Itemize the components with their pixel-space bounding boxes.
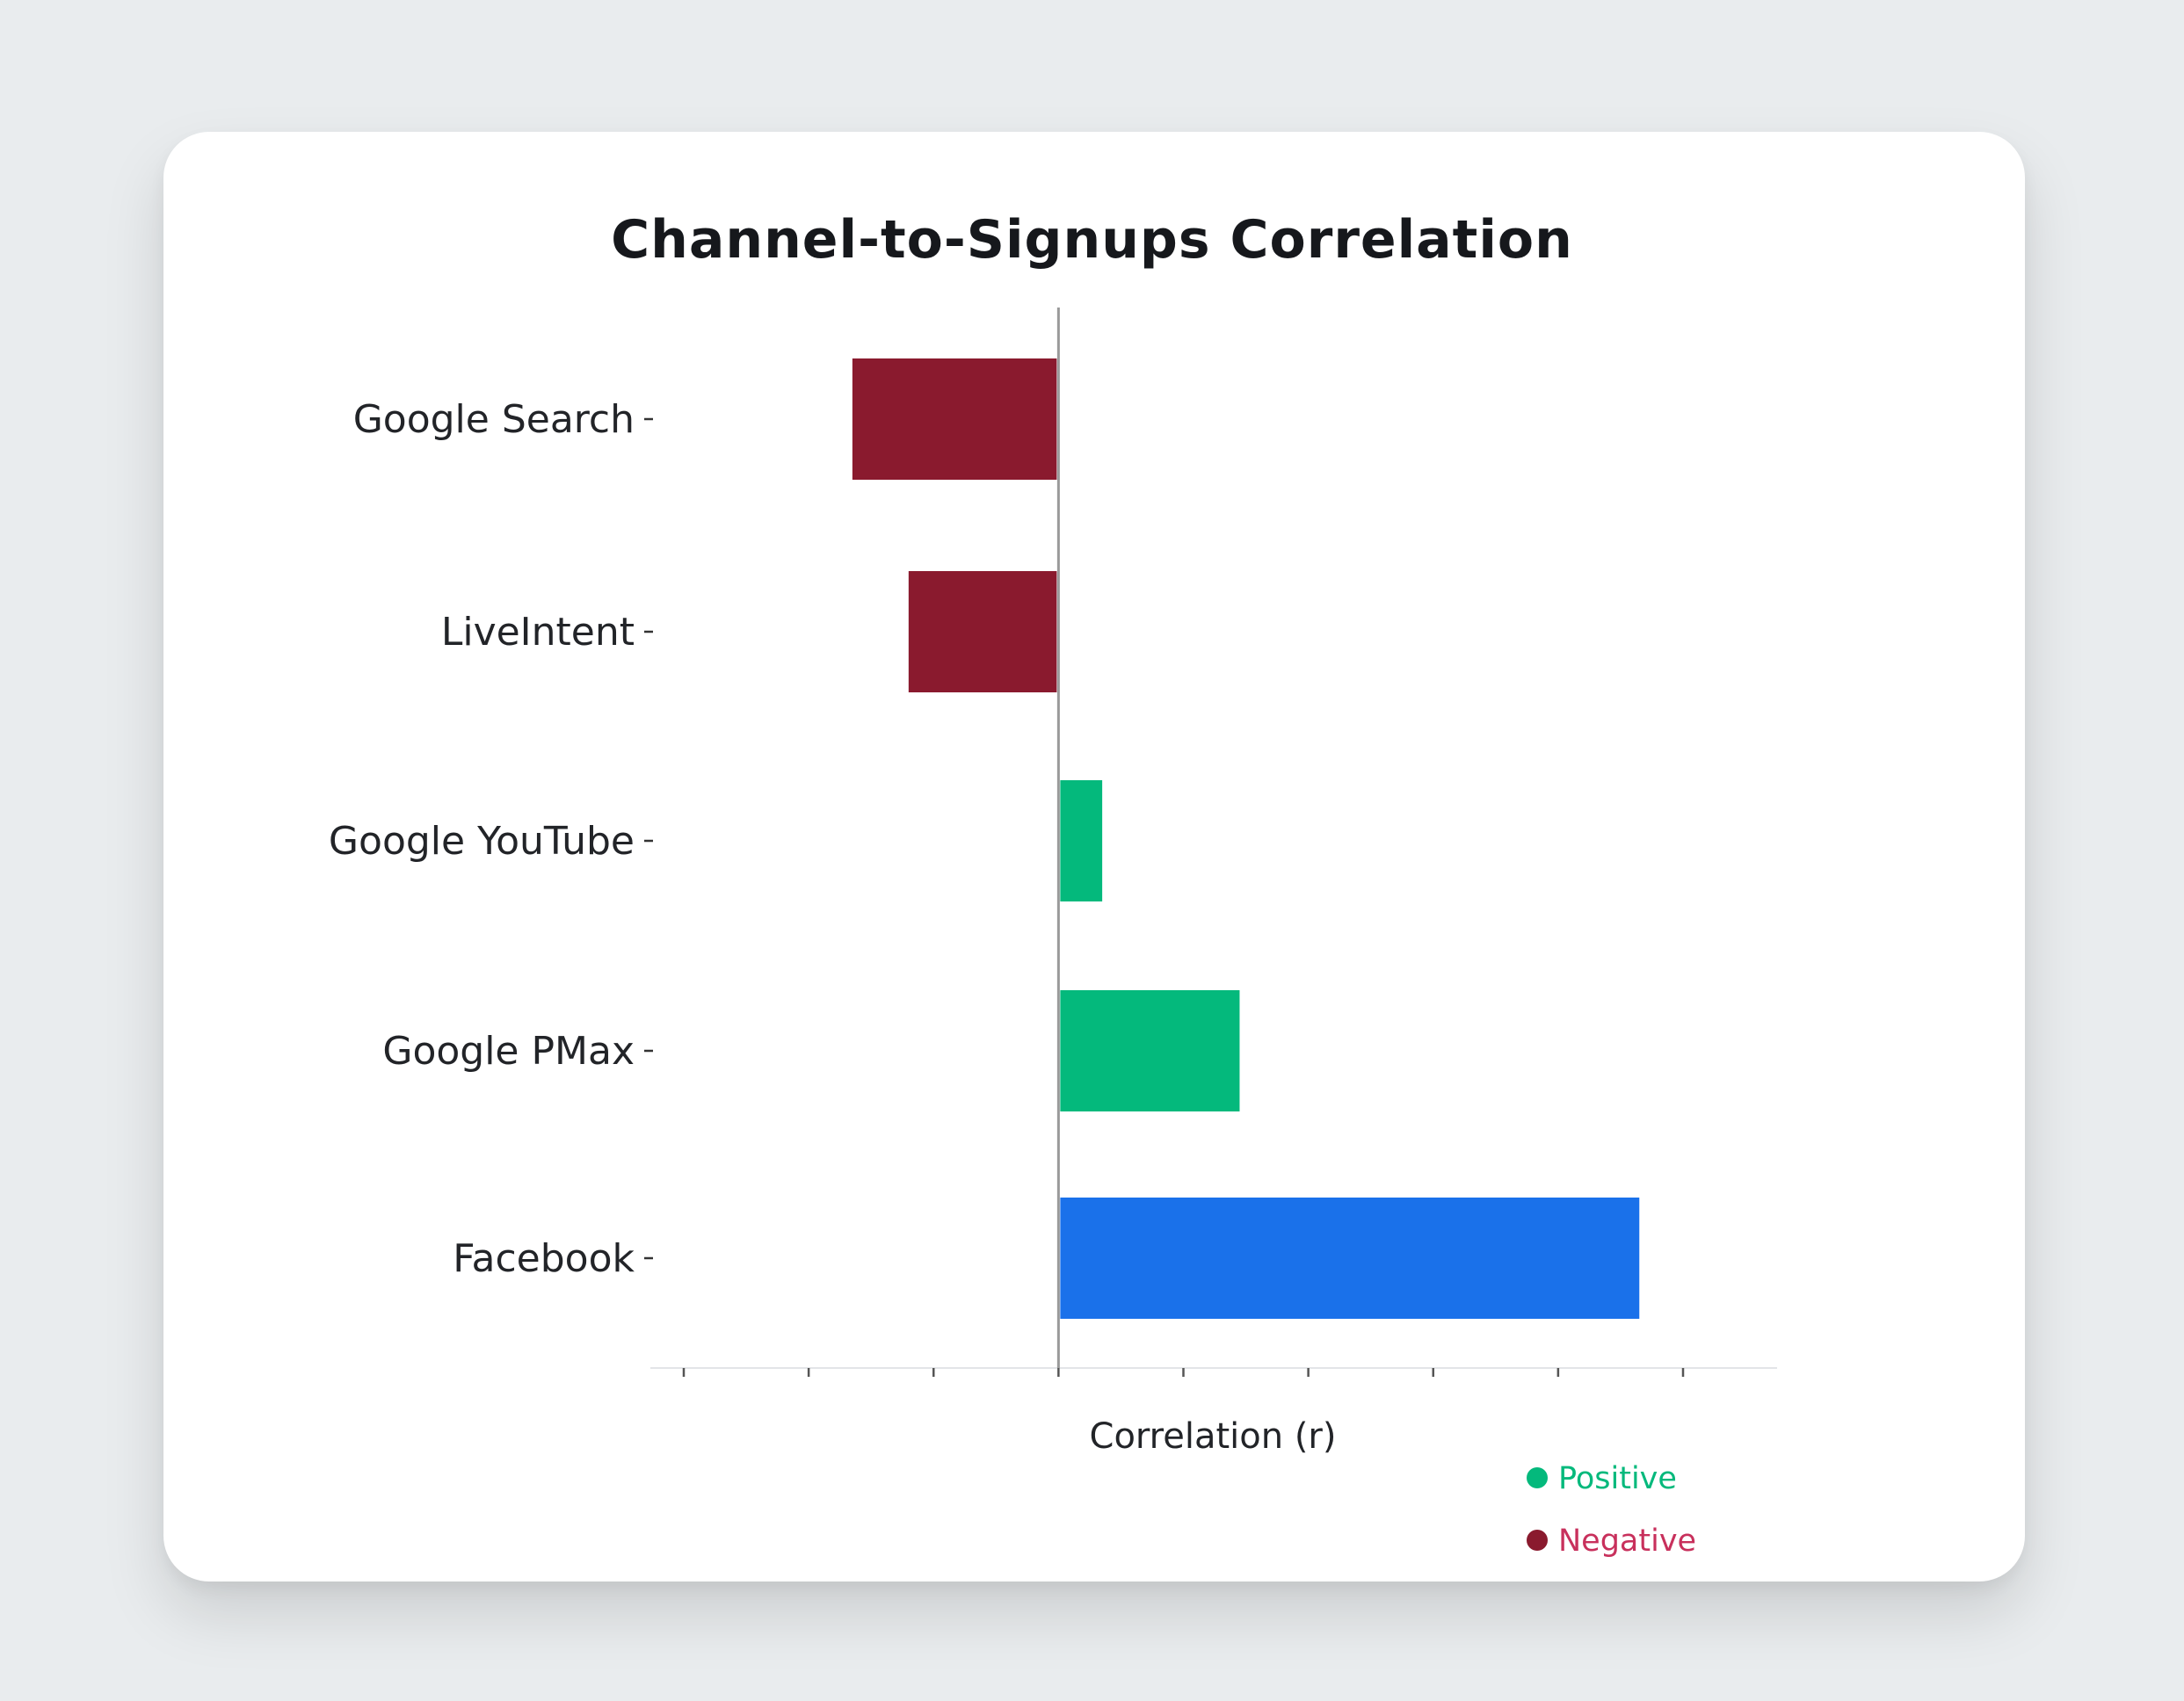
legend-label-negative: Negative bbox=[1558, 1524, 1696, 1559]
category-label: Facebook bbox=[453, 1236, 635, 1281]
bar-google-search bbox=[852, 358, 1057, 480]
bar-google-youtube bbox=[1060, 780, 1103, 901]
category-label: Google Search bbox=[353, 397, 635, 442]
chart-title: Channel-to-Signups Correlation bbox=[611, 209, 1573, 271]
legend-label-positive: Positive bbox=[1558, 1461, 1677, 1496]
bar-liveintent bbox=[908, 571, 1057, 692]
bars bbox=[852, 358, 1640, 1319]
bar-facebook bbox=[1060, 1198, 1640, 1319]
legend: Positive Negative bbox=[1527, 1461, 1696, 1559]
category-label: Google PMax bbox=[382, 1029, 635, 1074]
category-labels: Google Search LiveIntent Google YouTube Goo… bbox=[329, 397, 653, 1281]
axes bbox=[650, 1367, 1777, 1377]
bar-google-pmax bbox=[1060, 990, 1240, 1111]
legend-marker-positive bbox=[1527, 1467, 1548, 1488]
legend-marker-negative bbox=[1527, 1530, 1548, 1551]
category-label: Google YouTube bbox=[329, 819, 635, 864]
category-label: LiveIntent bbox=[441, 610, 635, 655]
x-axis-label: Correlation (r) bbox=[1090, 1416, 1337, 1457]
